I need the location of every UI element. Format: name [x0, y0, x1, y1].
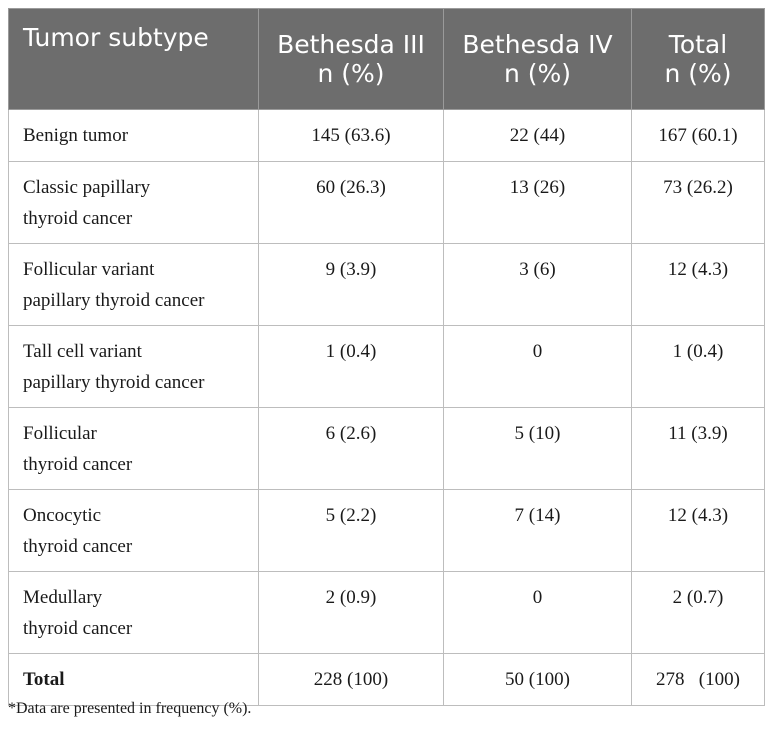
row-label: Follicular thyroid cancer: [8, 407, 259, 490]
tumor-subtype-table: Tumor subtype Bethesda III n (%) Bethesd…: [8, 8, 765, 706]
row-label-line1: Classic papillary: [23, 177, 151, 198]
cell-bethesda-iii: 60 (26.3): [258, 161, 444, 244]
header-subtext: n (%): [503, 59, 572, 88]
cell-bethesda-iv: 3 (6): [443, 243, 632, 326]
cell-bethesda-iii: 1 (0.4): [258, 325, 444, 408]
cell-total: 1 (0.4): [631, 325, 765, 408]
header-bethesda-iv: Bethesda IV n (%): [443, 8, 632, 110]
cell-bethesda-iv: 0: [443, 325, 632, 408]
table-body: Benign tumor 145 (63.6) 22 (44) 167 (60.…: [8, 109, 765, 706]
total-bethesda-iii: 228 (100): [258, 653, 444, 706]
row-label-line2: thyroid cancer: [23, 618, 133, 639]
row-label-line1: Tall cell variant: [23, 341, 142, 362]
table-header: Tumor subtype Bethesda III n (%) Bethesd…: [8, 8, 765, 110]
total-bethesda-iv: 50 (100): [443, 653, 632, 706]
table-row: Benign tumor 145 (63.6) 22 (44) 167 (60.…: [8, 109, 765, 162]
table-row: Follicular thyroid cancer 6 (2.6) 5 (10)…: [8, 407, 765, 490]
cell-bethesda-iv: 7 (14): [443, 489, 632, 572]
table-footnote: *Data are presented in frequency (%).: [8, 700, 252, 717]
row-label-line2: thyroid cancer: [23, 536, 133, 557]
cell-bethesda-iii: 5 (2.2): [258, 489, 444, 572]
row-label: Follicular variant papillary thyroid can…: [8, 243, 259, 326]
cell-bethesda-iii: 6 (2.6): [258, 407, 444, 490]
header-subtext: n (%): [317, 59, 385, 88]
cell-bethesda-iv: 5 (10): [443, 407, 632, 490]
header-text: Bethesda IV: [462, 30, 613, 59]
header-tumor-subtype: Tumor subtype: [8, 8, 259, 110]
header-total: Total n (%): [631, 8, 765, 110]
cell-total: 167 (60.1): [631, 109, 765, 162]
cell-bethesda-iv: 0: [443, 571, 632, 654]
table-row: Classic papillary thyroid cancer 60 (26.…: [8, 161, 765, 244]
total-row-label: Total: [8, 653, 259, 706]
cell-bethesda-iii: 2 (0.9): [258, 571, 444, 654]
cell-bethesda-iv: 22 (44): [443, 109, 632, 162]
table-row: Tall cell variant papillary thyroid canc…: [8, 325, 765, 408]
cell-total: 73 (26.2): [631, 161, 765, 244]
row-label-line1: Follicular variant: [23, 259, 155, 280]
cell-total: 12 (4.3): [631, 489, 765, 572]
row-label: Classic papillary thyroid cancer: [8, 161, 259, 244]
cell-bethesda-iii: 145 (63.6): [258, 109, 444, 162]
total-overall: 278 (100): [631, 653, 765, 706]
data-table-container: Tumor subtype Bethesda III n (%) Bethesd…: [8, 8, 765, 706]
cell-total: 12 (4.3): [631, 243, 765, 326]
row-label: Benign tumor: [8, 109, 259, 162]
cell-total: 2 (0.7): [631, 571, 765, 654]
header-text: Total: [668, 30, 728, 59]
row-label: Tall cell variant papillary thyroid canc…: [8, 325, 259, 408]
row-label-line1: Benign tumor: [23, 125, 129, 146]
row-label-line2: papillary thyroid cancer: [23, 290, 205, 311]
header-text: Bethesda III: [277, 30, 425, 59]
row-label-line1: Follicular: [23, 423, 97, 444]
row-label-line1: Medullary: [23, 587, 103, 608]
row-label-line2: thyroid cancer: [23, 208, 133, 229]
header-subtext: n (%): [664, 59, 732, 88]
cell-bethesda-iv: 13 (26): [443, 161, 632, 244]
row-label: Medullary thyroid cancer: [8, 571, 259, 654]
header-row: Tumor subtype Bethesda III n (%) Bethesd…: [8, 8, 765, 110]
table-row: Follicular variant papillary thyroid can…: [8, 243, 765, 326]
cell-bethesda-iii: 9 (3.9): [258, 243, 444, 326]
table-row: Oncocytic thyroid cancer 5 (2.2) 7 (14) …: [8, 489, 765, 572]
row-label-line1: Oncocytic: [23, 505, 102, 526]
row-label-line2: thyroid cancer: [23, 454, 133, 475]
header-text: Tumor subtype: [23, 23, 209, 52]
total-row: Total 228 (100) 50 (100) 278 (100): [8, 653, 765, 706]
cell-total: 11 (3.9): [631, 407, 765, 490]
table-row: Medullary thyroid cancer 2 (0.9) 0 2 (0.…: [8, 571, 765, 654]
row-label: Oncocytic thyroid cancer: [8, 489, 259, 572]
header-bethesda-iii: Bethesda III n (%): [258, 8, 444, 110]
row-label-line2: papillary thyroid cancer: [23, 372, 205, 393]
